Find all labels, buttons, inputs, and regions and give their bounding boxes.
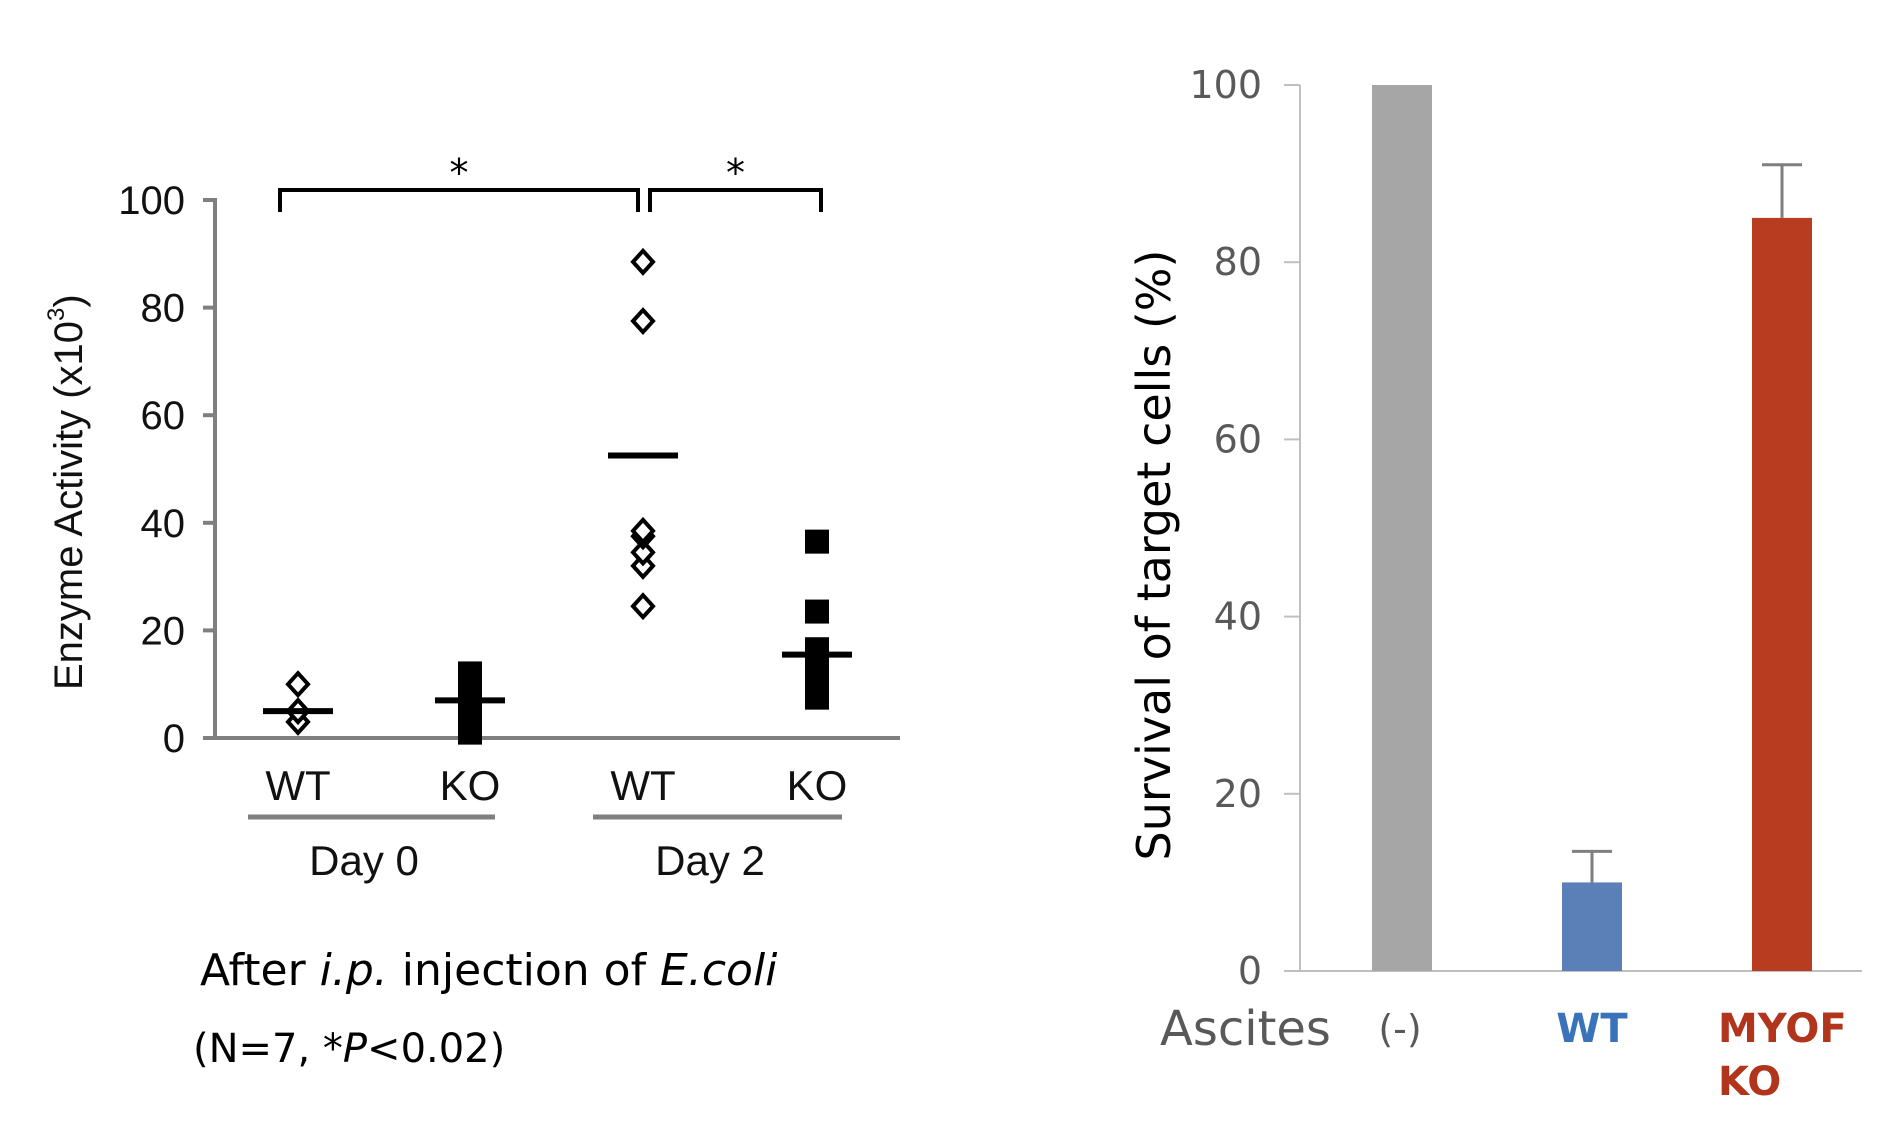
right-x-axis-title: Ascites xyxy=(1160,1001,1331,1057)
right-x-labels: (-) WT MYOF KO xyxy=(1378,1006,1846,1105)
significance-star: * xyxy=(450,151,469,195)
left-y-tick-label: 0 xyxy=(163,717,185,761)
right-y-tick-label: 60 xyxy=(1214,417,1262,461)
data-point-diamond xyxy=(630,247,656,276)
left-y-tick-label: 20 xyxy=(141,609,186,653)
significance-star: * xyxy=(726,151,745,195)
group-label: KO xyxy=(440,762,501,809)
category-label: (-) xyxy=(1378,1007,1421,1051)
right-y-tick-label: 100 xyxy=(1189,63,1262,107)
left-y-axis-title: Enzyme Activity (x103) xyxy=(43,294,91,690)
data-point-square xyxy=(458,661,482,686)
left-y-tick-label: 100 xyxy=(118,179,185,223)
significance-bracket xyxy=(648,188,823,212)
data-point-diamond xyxy=(630,592,656,621)
caption-line-1: After i.p. injection of E.coli xyxy=(200,945,778,996)
data-point-square xyxy=(805,599,829,624)
data-point-diamond xyxy=(630,307,656,336)
significance-brackets: * * xyxy=(278,151,823,212)
category-label-line2: KO xyxy=(1718,1059,1781,1105)
data-point-diamond xyxy=(285,670,311,699)
right-y-tick-label: 40 xyxy=(1214,595,1262,639)
right-y-tick-label: 80 xyxy=(1214,240,1262,284)
target-cell-survival-chart: 0 20 40 60 80 100 (-) WT MYOF KO Survival of tar… xyxy=(1127,63,1862,1105)
bar xyxy=(1562,882,1622,971)
day-group-label: Day 0 xyxy=(309,837,419,884)
right-axes: 0 20 40 60 80 100 xyxy=(1189,63,1862,993)
left-y-tick-label: 80 xyxy=(141,287,186,331)
group-label: WT xyxy=(610,762,675,809)
left-y-tick-label: 40 xyxy=(141,502,186,546)
significance-bracket xyxy=(278,188,640,212)
data-point-square xyxy=(805,637,829,662)
right-y-tick-label: 0 xyxy=(1238,949,1262,993)
category-label: MYOF xyxy=(1718,1006,1847,1052)
left-data-marks xyxy=(263,247,852,745)
left-axes: 0 20 40 60 80 100 xyxy=(118,179,900,761)
group-label: KO xyxy=(787,762,848,809)
category-label: WT xyxy=(1556,1006,1628,1052)
bar xyxy=(1752,217,1812,971)
data-point-diamond xyxy=(630,516,656,545)
left-x-labels: WT KO WT KO Day 0 Day 2 xyxy=(248,762,847,884)
caption-line-2: (N=7, *P<0.02) xyxy=(193,1026,505,1072)
group-label: WT xyxy=(265,762,330,809)
data-point-square xyxy=(805,529,829,554)
right-y-axis-title: Survival of target cells (%) xyxy=(1127,250,1181,861)
left-y-tick-label: 60 xyxy=(141,394,186,438)
bar xyxy=(1372,85,1432,971)
data-point-diamond xyxy=(630,538,656,567)
right-data-marks xyxy=(1372,85,1812,971)
right-y-tick-label: 20 xyxy=(1214,772,1262,816)
day-group-label: Day 2 xyxy=(655,837,765,884)
